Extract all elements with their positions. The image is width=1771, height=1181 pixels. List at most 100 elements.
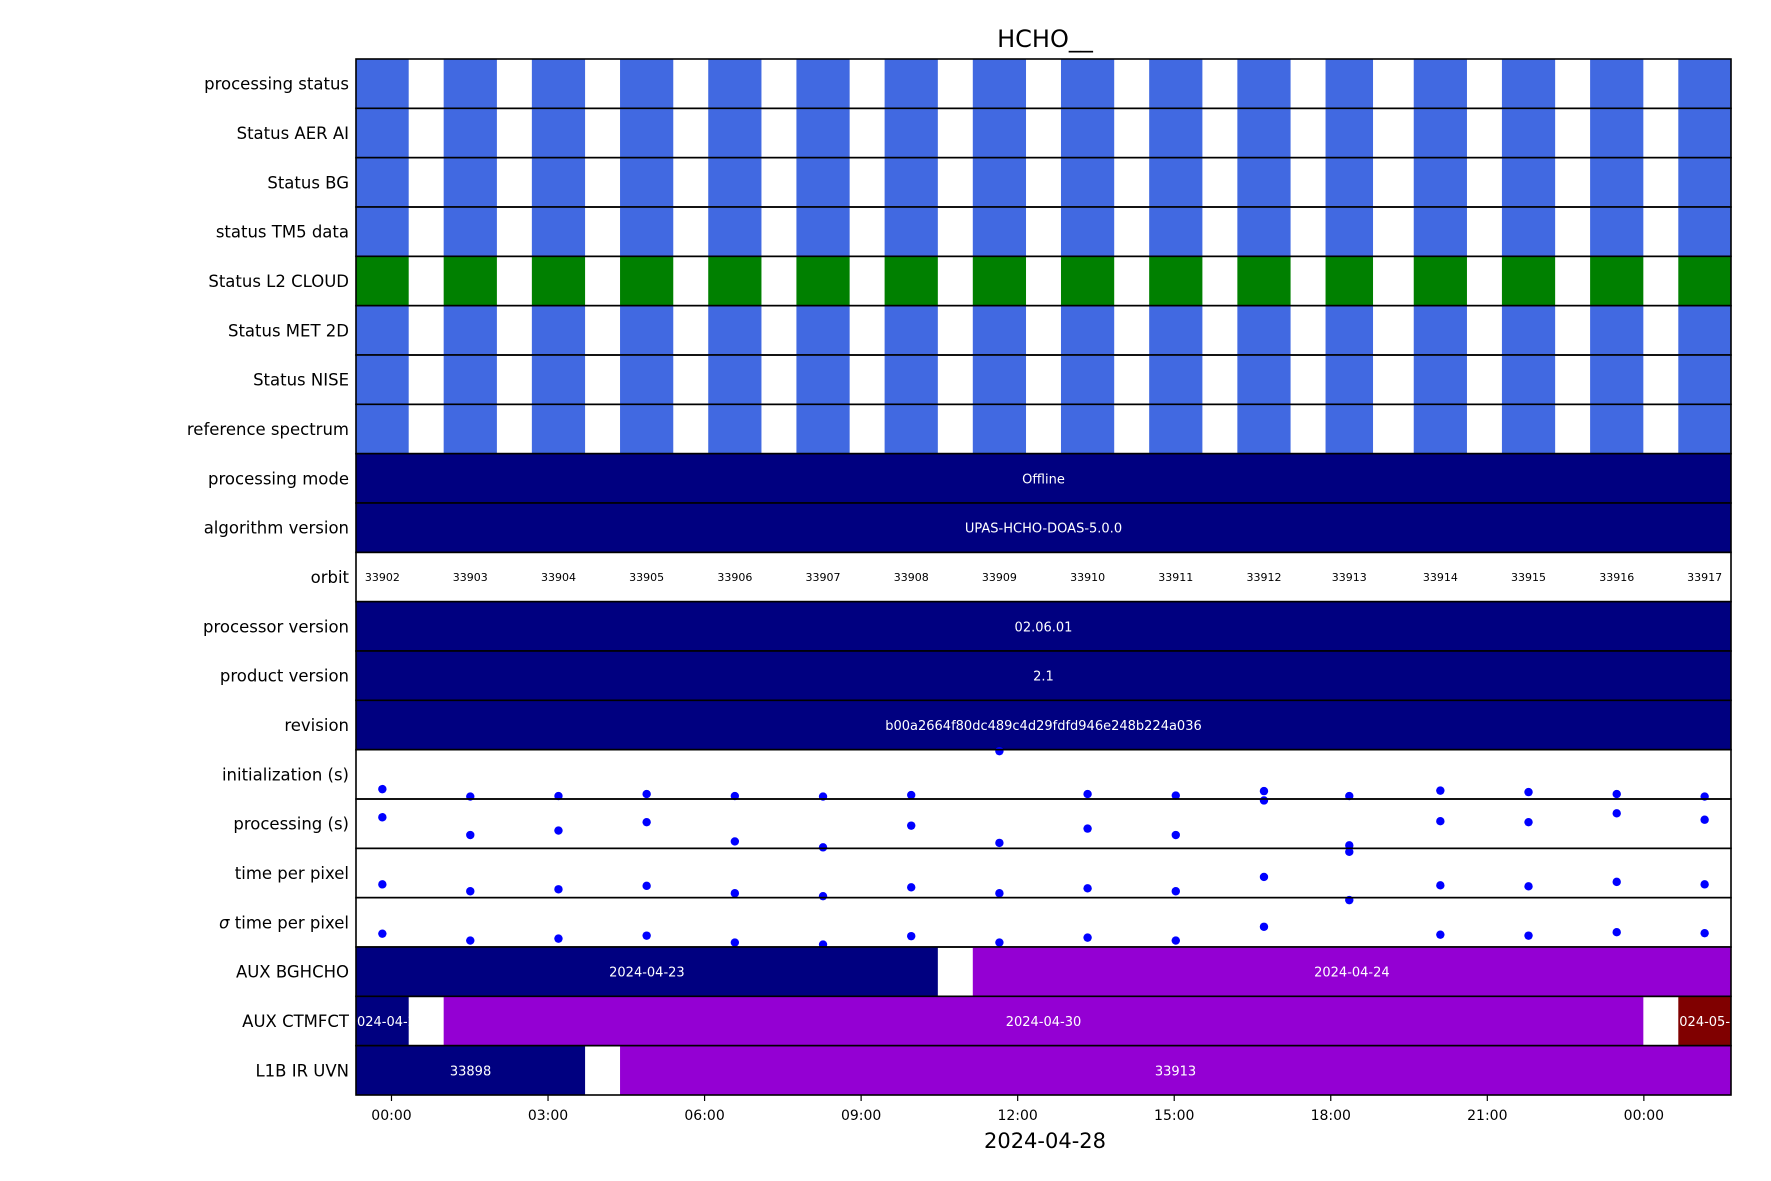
span-label: b00a2664f80dc489c4d29fdfd946e248b224a036: [885, 719, 1202, 734]
data-point: [1524, 787, 1533, 797]
data-point: [1436, 786, 1445, 795]
status-bar: [1413, 59, 1467, 109]
data-point: [1345, 847, 1354, 856]
span-bar: [356, 700, 1731, 750]
data-point: [378, 813, 387, 822]
data-point: [1259, 922, 1269, 931]
data-point: [1083, 789, 1092, 799]
data-point: [1612, 789, 1621, 799]
row-2: Status BG: [267, 156, 1732, 208]
status-bar: [796, 108, 850, 158]
status-bar: [1678, 404, 1731, 454]
chart-title: HCHO__: [997, 25, 1094, 53]
data-point: [907, 821, 916, 830]
row-5: Status MET 2D: [228, 304, 1732, 356]
status-bar: [1149, 404, 1203, 454]
data-point: [995, 746, 1004, 756]
row-label: Status AER AI: [237, 124, 349, 143]
span-label: Offline: [1022, 472, 1065, 487]
x-tick-label: 12:00: [997, 1108, 1037, 1124]
status-bar: [620, 59, 674, 109]
row-label: Status MET 2D: [228, 321, 349, 340]
orbit-number: 33905: [629, 571, 664, 584]
status-bar: [708, 157, 762, 207]
data-point: [907, 883, 916, 892]
status-bar: [1237, 256, 1291, 306]
status-bar: [1060, 207, 1115, 257]
status-bar: [1501, 59, 1556, 109]
row-label: initialization (s): [222, 765, 349, 784]
status-bar: [1501, 355, 1556, 405]
status-bar: [620, 108, 674, 158]
row-20: 33898 33913 L1B IR UVN: [255, 1044, 1732, 1096]
data-point: [1700, 880, 1709, 889]
span-bar: [972, 947, 1731, 997]
orbit-number: 33914: [1423, 571, 1458, 584]
status-bar: [796, 256, 850, 306]
status-bar: [1590, 355, 1644, 405]
status-bar: [1237, 355, 1291, 405]
row-13: b00a2664f80dc489c4d29fdfd946e248b224a036…: [284, 699, 1732, 751]
status-bar: [708, 108, 762, 158]
row-11: 02.06.01 processor version: [203, 600, 1732, 652]
row-1: Status AER AI: [237, 107, 1732, 159]
status-bar: [1678, 108, 1731, 158]
span-label: 2024-04-24: [1314, 966, 1390, 981]
row-14: initialization (s): [222, 746, 1732, 801]
status-bar: [796, 305, 850, 355]
orbit-number: 33915: [1511, 571, 1546, 584]
data-point: [1171, 887, 1180, 896]
data-point: [1612, 928, 1621, 937]
row-4: Status L2 CLOUD: [208, 255, 1732, 307]
status-bar: [708, 404, 762, 454]
row-label: σ time per pixel: [219, 913, 349, 932]
data-point: [1083, 933, 1092, 942]
status-bar: [443, 355, 497, 405]
x-tick-label: 06:00: [684, 1108, 724, 1124]
data-point: [642, 817, 651, 827]
span-bar: [356, 503, 1731, 553]
row-label: AUX CTMFCT: [242, 1012, 350, 1031]
row-label: L1B IR UVN: [255, 1061, 349, 1080]
status-bar: [1325, 404, 1374, 454]
row-6: Status NISE: [253, 354, 1732, 406]
status-bar: [531, 256, 586, 306]
status-bar: [1678, 305, 1731, 355]
status-bar: [972, 404, 1027, 454]
status-bar: [356, 59, 409, 109]
data-point: [466, 887, 475, 896]
data-point: [1612, 809, 1621, 818]
row-label: AUX BGHCHO: [236, 963, 349, 982]
status-bar: [443, 207, 497, 257]
status-bar: [884, 305, 938, 355]
data-point: [1345, 841, 1354, 850]
status-bar: [1060, 256, 1115, 306]
status-bar: [356, 355, 409, 405]
data-point: [378, 929, 387, 938]
data-point: [1171, 830, 1180, 840]
orbit-number: 33912: [1246, 571, 1281, 584]
status-bar: [356, 256, 409, 306]
status-bar: [1590, 404, 1644, 454]
status-bar: [1237, 108, 1291, 158]
row-label: Status NISE: [253, 371, 349, 390]
status-bar: [796, 157, 850, 207]
row-label: Status BG: [267, 173, 349, 192]
status-bar: [1590, 59, 1644, 109]
span-label: 2.1: [1033, 670, 1054, 685]
status-bar: [1149, 256, 1203, 306]
data-point: [554, 826, 563, 835]
status-bar: [1590, 256, 1644, 306]
data-point: [730, 889, 740, 898]
status-bar: [1590, 207, 1644, 257]
data-point: [378, 784, 387, 794]
orbit-number: 33916: [1599, 571, 1634, 584]
orbit-number: 33902: [365, 571, 400, 584]
status-bar: [1325, 108, 1374, 158]
status-bar: [1413, 305, 1467, 355]
data-point: [907, 790, 916, 800]
row-3: status TM5 data: [216, 206, 1732, 258]
status-bar: [356, 157, 409, 207]
status-bar: [356, 305, 409, 355]
